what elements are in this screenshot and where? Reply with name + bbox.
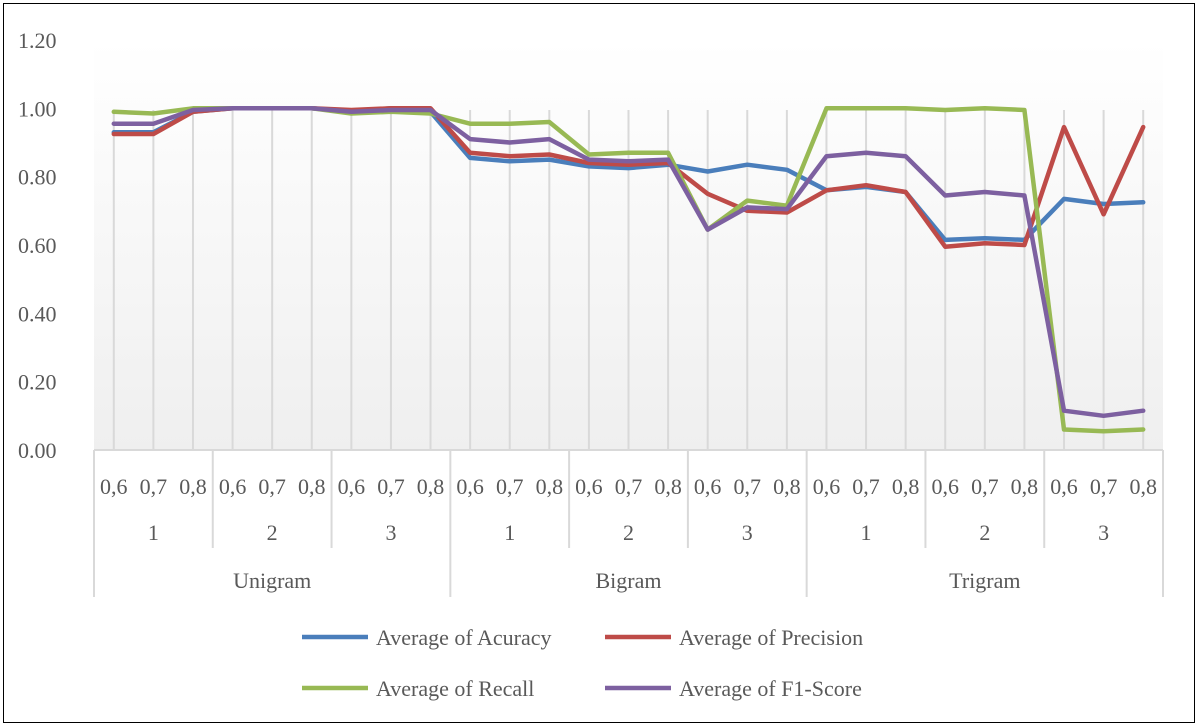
x-tick-label: 0,6 (813, 474, 841, 499)
legend-label: Average of Recall (376, 676, 534, 701)
legend-label: Average of F1-Score (679, 676, 862, 701)
x-tick-label: 0,6 (100, 474, 128, 499)
y-tick-label: 1.00 (18, 96, 57, 121)
y-tick-label: 0.20 (18, 370, 57, 395)
x-tick-label: 0,8 (892, 474, 920, 499)
x-tick-label: 0,6 (931, 474, 959, 499)
x-tick-label: 0,7 (852, 474, 880, 499)
x-tick-label: 0,6 (694, 474, 722, 499)
x-tick-label: 0,8 (773, 474, 801, 499)
x-subgroup-label: 1 (861, 520, 872, 545)
x-tick-label: 0,7 (615, 474, 643, 499)
x-tick-label: 0,8 (654, 474, 682, 499)
x-tick-label: 0,8 (1129, 474, 1157, 499)
y-tick-label: 0.40 (18, 301, 57, 326)
x-tick-label: 0,8 (179, 474, 207, 499)
x-tick-label: 0,7 (140, 474, 168, 499)
x-tick-label: 0,8 (298, 474, 326, 499)
legend-label: Average of Acuracy (376, 625, 552, 650)
y-tick-label: 1.20 (18, 28, 57, 53)
x-tick-label: 0,7 (734, 474, 762, 499)
x-group-label: Bigram (596, 568, 662, 593)
x-subgroup-label: 3 (385, 520, 396, 545)
x-tick-label: 0,8 (417, 474, 445, 499)
x-subgroup-label: 2 (979, 520, 990, 545)
x-subgroup-label: 1 (504, 520, 515, 545)
x-subgroup-label: 2 (623, 520, 634, 545)
x-tick-label: 0,7 (258, 474, 286, 499)
x-tick-label: 0,6 (575, 474, 603, 499)
y-tick-label: 0.80 (18, 165, 57, 190)
x-tick-label: 0,7 (971, 474, 999, 499)
x-subgroup-label: 2 (267, 520, 278, 545)
x-subgroup-label: 3 (742, 520, 753, 545)
x-tick-label: 0,6 (1050, 474, 1078, 499)
legend-label: Average of Precision (679, 625, 863, 650)
x-subgroup-label: 1 (148, 520, 159, 545)
x-tick-label: 0,7 (1090, 474, 1118, 499)
chart-frame (3, 3, 1195, 723)
x-tick-label: 0,8 (1011, 474, 1039, 499)
x-tick-label: 0,7 (496, 474, 524, 499)
y-tick-label: 0.00 (18, 438, 57, 463)
x-tick-label: 0,6 (338, 474, 366, 499)
y-tick-label: 0.60 (18, 233, 57, 258)
x-subgroup-label: 3 (1098, 520, 1109, 545)
x-tick-label: 0,6 (456, 474, 484, 499)
x-tick-label: 0,8 (536, 474, 564, 499)
x-tick-label: 0,7 (377, 474, 405, 499)
x-group-label: Trigram (949, 568, 1020, 593)
x-tick-label: 0,6 (219, 474, 247, 499)
x-group-label: Unigram (233, 568, 311, 593)
